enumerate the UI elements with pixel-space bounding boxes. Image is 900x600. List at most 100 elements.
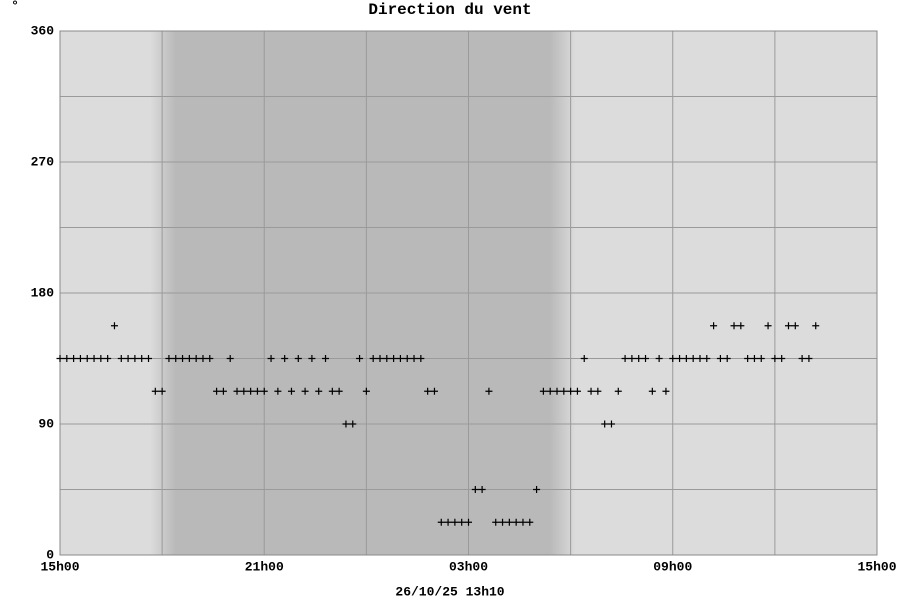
marker xyxy=(274,387,282,395)
marker xyxy=(226,355,234,362)
marker xyxy=(356,355,364,362)
marker xyxy=(471,486,479,493)
y-tick-label: 360 xyxy=(31,23,55,38)
marker xyxy=(90,355,98,362)
marker xyxy=(669,355,677,362)
marker xyxy=(519,518,527,526)
marker xyxy=(512,518,520,526)
marker xyxy=(131,355,139,362)
marker xyxy=(199,355,207,362)
marker xyxy=(430,387,438,395)
marker xyxy=(526,518,534,526)
marker xyxy=(492,518,500,526)
marker xyxy=(383,355,391,362)
plot-border xyxy=(59,30,878,556)
marker xyxy=(117,355,125,362)
marker xyxy=(247,387,255,395)
marker xyxy=(465,518,472,526)
y-tick-label: 270 xyxy=(31,154,55,169)
marker xyxy=(267,355,275,362)
marker xyxy=(179,355,187,362)
marker xyxy=(689,355,697,362)
marker xyxy=(328,387,336,395)
marker xyxy=(580,355,588,362)
marker xyxy=(642,355,650,362)
marker xyxy=(308,355,316,362)
marker xyxy=(76,355,84,362)
marker xyxy=(635,355,643,362)
marker xyxy=(63,355,71,362)
marker xyxy=(349,420,357,428)
marker xyxy=(287,387,295,395)
marker xyxy=(723,355,731,362)
marker xyxy=(110,322,118,330)
y-axis-label: ° xyxy=(11,0,19,13)
marker xyxy=(322,355,330,362)
marker xyxy=(253,387,261,395)
marker xyxy=(662,387,670,395)
x-tick-label: 09h00 xyxy=(653,559,692,574)
marker xyxy=(294,355,302,362)
marker xyxy=(778,355,786,362)
marker xyxy=(573,387,581,395)
marker xyxy=(240,387,248,395)
marker xyxy=(424,387,432,395)
marker xyxy=(70,355,78,362)
x-tick-label: 15h00 xyxy=(857,559,896,574)
marker xyxy=(546,387,554,395)
marker xyxy=(594,387,602,395)
marker xyxy=(607,420,615,428)
marker xyxy=(417,355,425,362)
marker xyxy=(444,518,452,526)
marker xyxy=(172,355,180,362)
y-tick-label: 0 xyxy=(46,547,54,562)
x-tick-label: 03h00 xyxy=(449,559,488,574)
marker xyxy=(560,387,568,395)
marker xyxy=(362,387,370,395)
marker xyxy=(219,387,227,395)
marker xyxy=(771,355,779,362)
marker xyxy=(451,518,459,526)
marker xyxy=(716,355,724,362)
marker xyxy=(750,355,758,362)
marker xyxy=(553,387,561,395)
y-tick-label: 90 xyxy=(38,416,54,431)
marker xyxy=(798,355,806,362)
marker xyxy=(315,387,323,395)
marker xyxy=(730,322,738,330)
marker xyxy=(655,355,663,362)
marker xyxy=(676,355,684,362)
marker xyxy=(260,387,268,395)
marker xyxy=(281,355,289,362)
marker xyxy=(621,355,629,362)
marker xyxy=(390,355,398,362)
marker xyxy=(145,355,153,362)
marker xyxy=(437,518,445,526)
marker xyxy=(458,518,466,526)
marker xyxy=(342,420,350,428)
marker xyxy=(812,322,820,330)
marker xyxy=(703,355,711,362)
marker xyxy=(376,355,384,362)
marker xyxy=(396,355,404,362)
marker xyxy=(151,387,159,395)
marker xyxy=(696,355,704,362)
marker xyxy=(567,387,575,395)
marker xyxy=(104,355,112,362)
marker xyxy=(784,322,792,330)
marker xyxy=(710,322,718,330)
marker xyxy=(601,420,609,428)
marker xyxy=(185,355,193,362)
marker xyxy=(206,355,214,362)
marker xyxy=(614,387,622,395)
marker xyxy=(744,355,752,362)
marker xyxy=(165,355,173,362)
marker xyxy=(213,387,221,395)
marker xyxy=(301,387,309,395)
marker xyxy=(737,322,745,330)
marker xyxy=(369,355,377,362)
chart-title: Direction du vent xyxy=(368,1,531,19)
marker xyxy=(533,486,541,493)
marker xyxy=(233,387,241,395)
marker xyxy=(83,355,91,362)
